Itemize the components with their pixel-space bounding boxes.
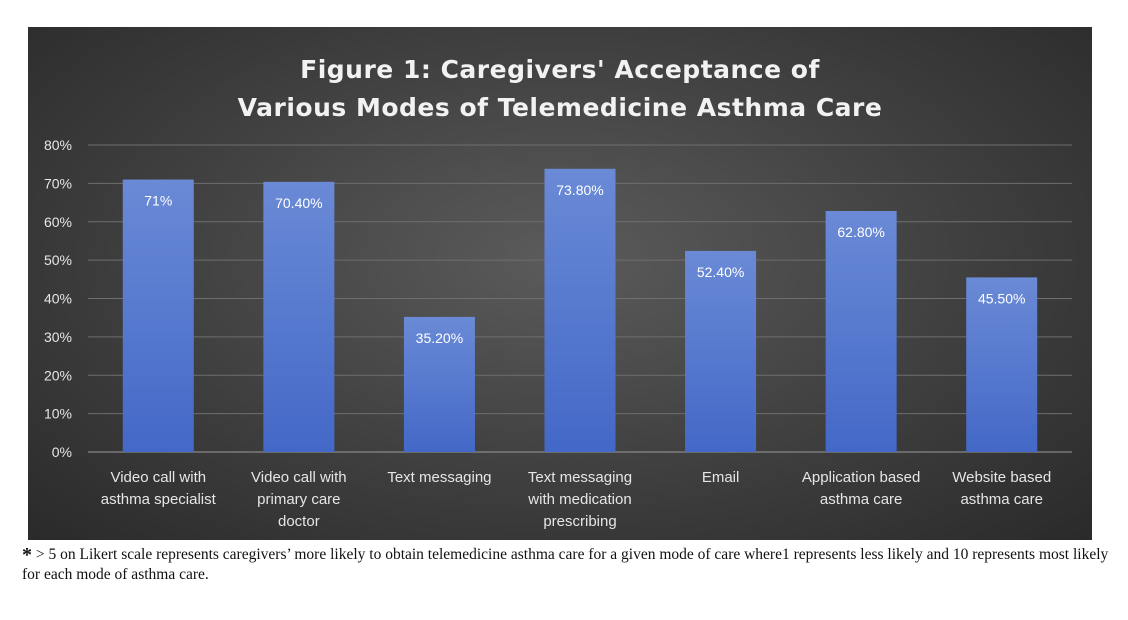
data-label: 70.40% — [275, 195, 322, 211]
x-tick-label: Email — [702, 469, 740, 486]
y-axis: 0% 10% 20% 30% 40% 50% 60% 70% 80% — [44, 137, 72, 460]
footnote-text: > 5 on Likert scale represents caregiver… — [22, 546, 1109, 583]
data-label: 62.80% — [837, 224, 884, 240]
footnote-asterisk: * — [22, 544, 32, 566]
data-label: 71% — [144, 193, 172, 209]
x-tick-label: Text messaging — [387, 469, 491, 486]
x-tick-label: Website based asthma care — [952, 469, 1051, 508]
bar — [825, 211, 897, 452]
y-tick-label: 30% — [44, 329, 72, 345]
chart-title-line-1: Figure 1: Caregivers' Acceptance of — [300, 55, 820, 84]
y-tick-label: 10% — [44, 406, 72, 422]
y-tick-label: 0% — [52, 444, 72, 460]
data-label: 73.80% — [556, 182, 603, 198]
bar — [685, 250, 757, 452]
y-tick-label: 70% — [44, 175, 72, 191]
x-tick-label: Video call with asthma specialist — [101, 469, 217, 508]
chart-title-line-2: Various Modes of Telemedicine Asthma Car… — [237, 93, 883, 122]
y-tick-label: 50% — [44, 252, 72, 268]
x-tick-label: Text messaging with medication prescribing — [527, 469, 632, 530]
x-tick-label: Video call with primary care doctor — [251, 469, 347, 530]
bar — [966, 277, 1038, 452]
x-tick-label: Application based asthma care — [802, 469, 920, 508]
data-label: 52.40% — [697, 264, 744, 280]
bar — [403, 316, 475, 452]
x-axis: Video call with asthma specialist Video ca… — [101, 469, 1051, 530]
chart-title: Figure 1: Caregivers' Acceptance of Vari… — [28, 51, 1092, 127]
data-label: 45.50% — [978, 290, 1025, 306]
data-labels: 71% 70.40% 35.20% 73.80% 52.40% 62.80% 45.50% — [144, 182, 1025, 346]
bars — [122, 168, 1038, 453]
bar — [263, 181, 335, 452]
footnote: * > 5 on Likert scale represents caregiv… — [22, 545, 1112, 585]
y-tick-label: 60% — [44, 214, 72, 230]
bar — [544, 168, 616, 453]
chart-panel: 0% 10% 20% 30% 40% 50% 60% 70% 80% 71% 70.40% 35.2… — [28, 27, 1092, 540]
y-tick-label: 20% — [44, 367, 72, 383]
y-tick-label: 40% — [44, 291, 72, 307]
bar-chart: 0% 10% 20% 30% 40% 50% 60% 70% 80% 71% 70.40% 35.2… — [44, 137, 1072, 530]
data-label: 35.20% — [416, 330, 463, 346]
bar — [122, 179, 194, 452]
y-tick-label: 80% — [44, 137, 72, 153]
